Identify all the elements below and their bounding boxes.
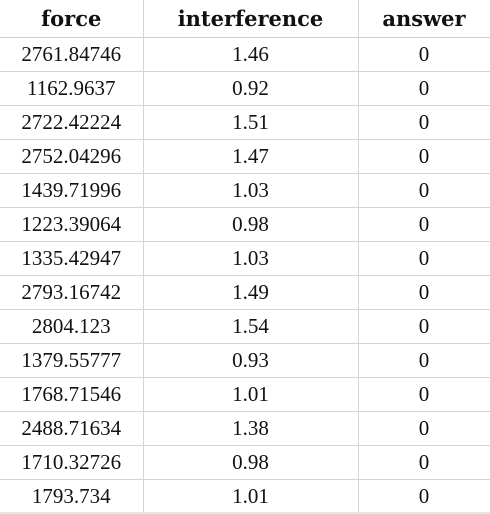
cell-force[interactable]: 1162.9637 xyxy=(0,71,144,106)
cell-force[interactable]: 1793.734 xyxy=(0,479,144,514)
cell-force[interactable]: 2722.42224 xyxy=(0,105,144,140)
table-row: 1379.55777 0.93 0 xyxy=(0,343,490,378)
table-row: 1335.42947 1.03 0 xyxy=(0,241,490,276)
cell-answer[interactable]: 0 xyxy=(358,71,490,106)
cell-force[interactable]: 2804.123 xyxy=(0,309,144,344)
cell-interference[interactable]: 0.93 xyxy=(143,343,359,378)
cell-answer[interactable]: 0 xyxy=(358,241,490,276)
cell-answer[interactable]: 0 xyxy=(358,207,490,242)
cell-interference[interactable]: 1.54 xyxy=(143,309,359,344)
table-row: 1710.32726 0.98 0 xyxy=(0,445,490,480)
cell-answer[interactable]: 0 xyxy=(358,343,490,378)
table-row: 1768.71546 1.01 0 xyxy=(0,377,490,412)
table-row: 1223.39064 0.98 0 xyxy=(0,207,490,242)
cell-answer[interactable]: 0 xyxy=(358,105,490,140)
cell-interference[interactable]: 1.51 xyxy=(143,105,359,140)
cell-answer[interactable]: 0 xyxy=(358,377,490,412)
table-row: 2793.16742 1.49 0 xyxy=(0,275,490,310)
table-row: 1439.71996 1.03 0 xyxy=(0,173,490,208)
cell-interference[interactable]: 0.98 xyxy=(143,445,359,480)
cell-force[interactable]: 1223.39064 xyxy=(0,207,144,242)
cell-interference[interactable]: 1.49 xyxy=(143,275,359,310)
cell-force[interactable]: 1439.71996 xyxy=(0,173,144,208)
cell-interference[interactable]: 1.03 xyxy=(143,173,359,208)
next-row-edge xyxy=(0,512,490,514)
cell-answer[interactable]: 0 xyxy=(358,411,490,446)
table-row: 2761.84746 1.46 0 xyxy=(0,37,490,72)
column-header-force[interactable]: force xyxy=(0,0,144,38)
cell-force[interactable]: 2488.71634 xyxy=(0,411,144,446)
cell-force[interactable]: 2752.04296 xyxy=(0,139,144,174)
cell-interference[interactable]: 1.47 xyxy=(143,139,359,174)
cell-interference[interactable]: 0.98 xyxy=(143,207,359,242)
cell-force[interactable]: 2761.84746 xyxy=(0,37,144,72)
cell-answer[interactable]: 0 xyxy=(358,479,490,514)
cell-interference[interactable]: 0.92 xyxy=(143,71,359,106)
header-row: force interference answer xyxy=(0,0,490,38)
cell-answer[interactable]: 0 xyxy=(358,37,490,72)
cell-answer[interactable]: 0 xyxy=(358,173,490,208)
cell-answer[interactable]: 0 xyxy=(358,275,490,310)
cell-force[interactable]: 1710.32726 xyxy=(0,445,144,480)
table-row: 1162.9637 0.92 0 xyxy=(0,71,490,106)
cell-force[interactable]: 1379.55777 xyxy=(0,343,144,378)
cell-answer[interactable]: 0 xyxy=(358,139,490,174)
cell-answer[interactable]: 0 xyxy=(358,309,490,344)
column-header-interference[interactable]: interference xyxy=(143,0,359,38)
column-header-answer[interactable]: answer xyxy=(358,0,490,38)
table-row: 2752.04296 1.47 0 xyxy=(0,139,490,174)
cell-interference[interactable]: 1.03 xyxy=(143,241,359,276)
cell-force[interactable]: 2793.16742 xyxy=(0,275,144,310)
cell-interference[interactable]: 1.01 xyxy=(143,479,359,514)
table-row: 2804.123 1.54 0 xyxy=(0,309,490,344)
table-row: 2488.71634 1.38 0 xyxy=(0,411,490,446)
table-row: 2722.42224 1.51 0 xyxy=(0,105,490,140)
cell-force[interactable]: 1768.71546 xyxy=(0,377,144,412)
cell-interference[interactable]: 1.38 xyxy=(143,411,359,446)
cell-force[interactable]: 1335.42947 xyxy=(0,241,144,276)
table-row: 1793.734 1.01 0 xyxy=(0,479,490,514)
cell-interference[interactable]: 1.46 xyxy=(143,37,359,72)
cell-interference[interactable]: 1.01 xyxy=(143,377,359,412)
cell-answer[interactable]: 0 xyxy=(358,445,490,480)
